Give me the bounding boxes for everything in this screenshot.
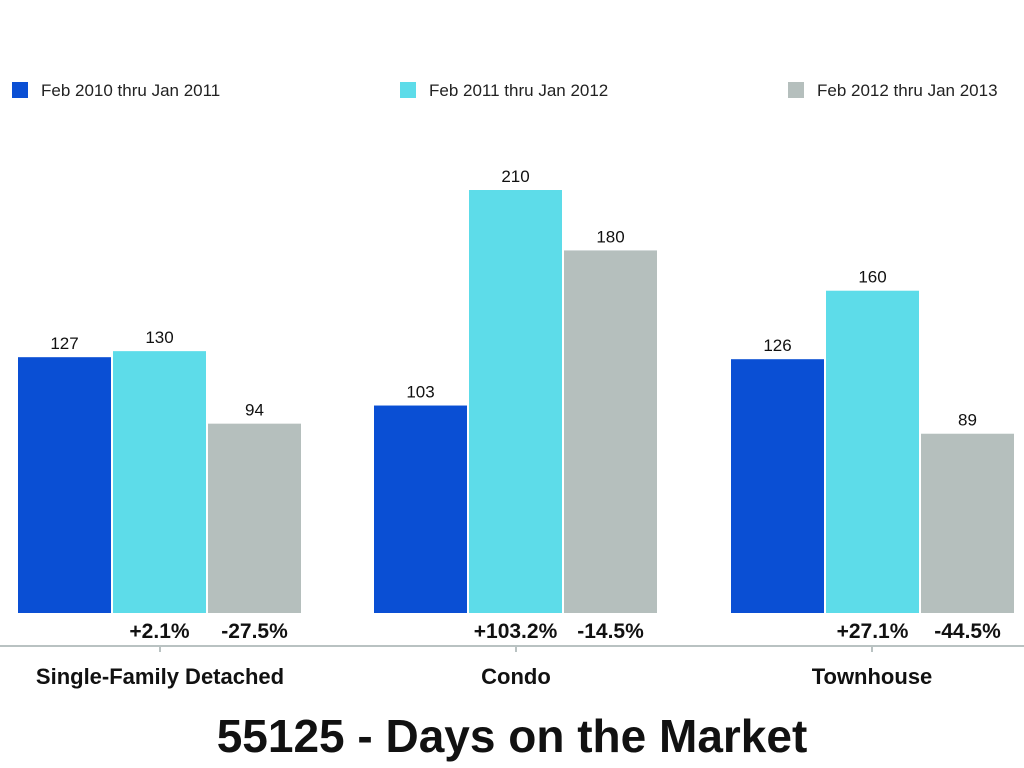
change-label-1-2: -27.5% — [221, 620, 288, 643]
legend: Feb 2010 thru Jan 2011 Feb 2011 thru Jan … — [12, 81, 998, 100]
change-label-3-2: -44.5% — [934, 620, 1001, 643]
change-label-2-2: -14.5% — [577, 620, 644, 643]
legend-label-3: Feb 2012 thru Jan 2013 — [817, 81, 998, 100]
bar-2-3 — [564, 250, 657, 613]
bar-2-2 — [469, 190, 562, 613]
value-label-3-3: 89 — [958, 411, 977, 430]
value-label-3-2: 160 — [858, 268, 886, 287]
bar-2-1 — [374, 405, 467, 613]
value-label-1-2: 130 — [145, 328, 173, 347]
bar-3-1 — [731, 359, 824, 613]
bar-1-3 — [208, 423, 301, 613]
legend-swatch-1 — [12, 82, 28, 98]
change-labels: +2.1% -27.5% +103.2% -14.5% +27.1% -44.5% — [129, 620, 1001, 643]
legend-swatch-3 — [788, 82, 804, 98]
value-label-1-1: 127 — [50, 334, 78, 353]
change-label-3-1: +27.1% — [837, 620, 909, 643]
category-label-3: Townhouse — [812, 664, 933, 689]
category-label-2: Condo — [481, 664, 551, 689]
change-label-2-1: +103.2% — [474, 620, 558, 643]
bar-3-3 — [921, 433, 1014, 613]
value-label-2-3: 180 — [596, 227, 624, 246]
bar-1-2 — [113, 351, 206, 613]
value-label-1-3: 94 — [245, 401, 264, 420]
chart-title: 55125 - Days on the Market — [217, 710, 808, 762]
category-labels: Single-Family Detached Condo Townhouse — [36, 664, 932, 689]
value-labels: 127 130 94 103 210 180 126 160 89 — [50, 167, 977, 430]
legend-label-2: Feb 2011 thru Jan 2012 — [429, 81, 608, 100]
bars — [18, 190, 1014, 613]
value-label-3-1: 126 — [763, 336, 791, 355]
category-label-1: Single-Family Detached — [36, 664, 284, 689]
bar-1-1 — [18, 357, 111, 613]
legend-swatch-2 — [400, 82, 416, 98]
x-axis-ticks — [159, 646, 873, 652]
bar-3-2 — [826, 290, 919, 613]
value-label-2-2: 210 — [501, 167, 529, 186]
legend-label-1: Feb 2010 thru Jan 2011 — [41, 81, 220, 100]
value-label-2-1: 103 — [406, 383, 434, 402]
change-label-1-1: +2.1% — [129, 620, 189, 643]
